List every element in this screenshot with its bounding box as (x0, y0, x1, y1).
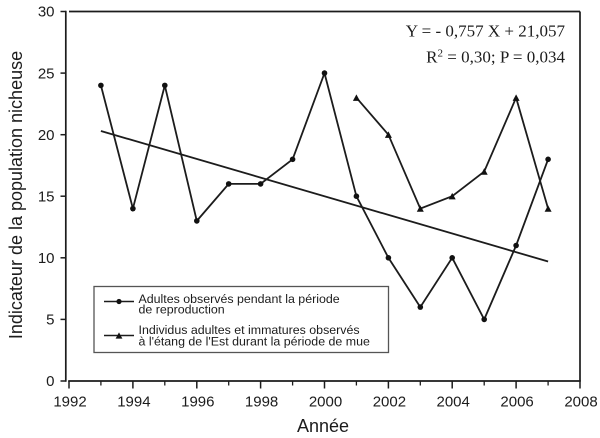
svg-text:Année: Année (297, 416, 349, 436)
svg-text:20: 20 (38, 127, 55, 144)
svg-text:1996: 1996 (181, 394, 214, 411)
svg-text:2002: 2002 (373, 394, 406, 411)
svg-text:1994: 1994 (117, 394, 150, 411)
svg-text:10: 10 (38, 250, 55, 267)
svg-text:Individus adultes et immatures: Individus adultes et immatures observés (139, 323, 360, 337)
svg-text:Adultes observés pendant la pé: Adultes observés pendant la période (139, 292, 340, 306)
svg-text:2008: 2008 (564, 394, 597, 411)
svg-text:R2 = 0,30; P = 0,034: R2 = 0,30; P = 0,034 (426, 48, 565, 67)
svg-text:25: 25 (38, 65, 55, 82)
svg-text:Indicateur de la population ni: Indicateur de la population nicheuse (6, 51, 26, 339)
svg-text:30: 30 (38, 4, 55, 21)
svg-text:à l'étang de l'Est durant la p: à l'étang de l'Est durant la période de … (139, 335, 370, 349)
svg-text:2006: 2006 (500, 394, 533, 411)
svg-text:1992: 1992 (53, 394, 86, 411)
svg-text:5: 5 (46, 312, 54, 329)
svg-text:de reproduction: de reproduction (139, 303, 225, 317)
svg-text:1998: 1998 (245, 394, 278, 411)
svg-text:2000: 2000 (309, 394, 342, 411)
svg-text:2004: 2004 (437, 394, 470, 411)
svg-text:15: 15 (38, 188, 55, 205)
svg-text:0: 0 (46, 373, 54, 390)
svg-text:Y = - 0,757 X + 21,057: Y = - 0,757 X + 21,057 (406, 21, 566, 40)
